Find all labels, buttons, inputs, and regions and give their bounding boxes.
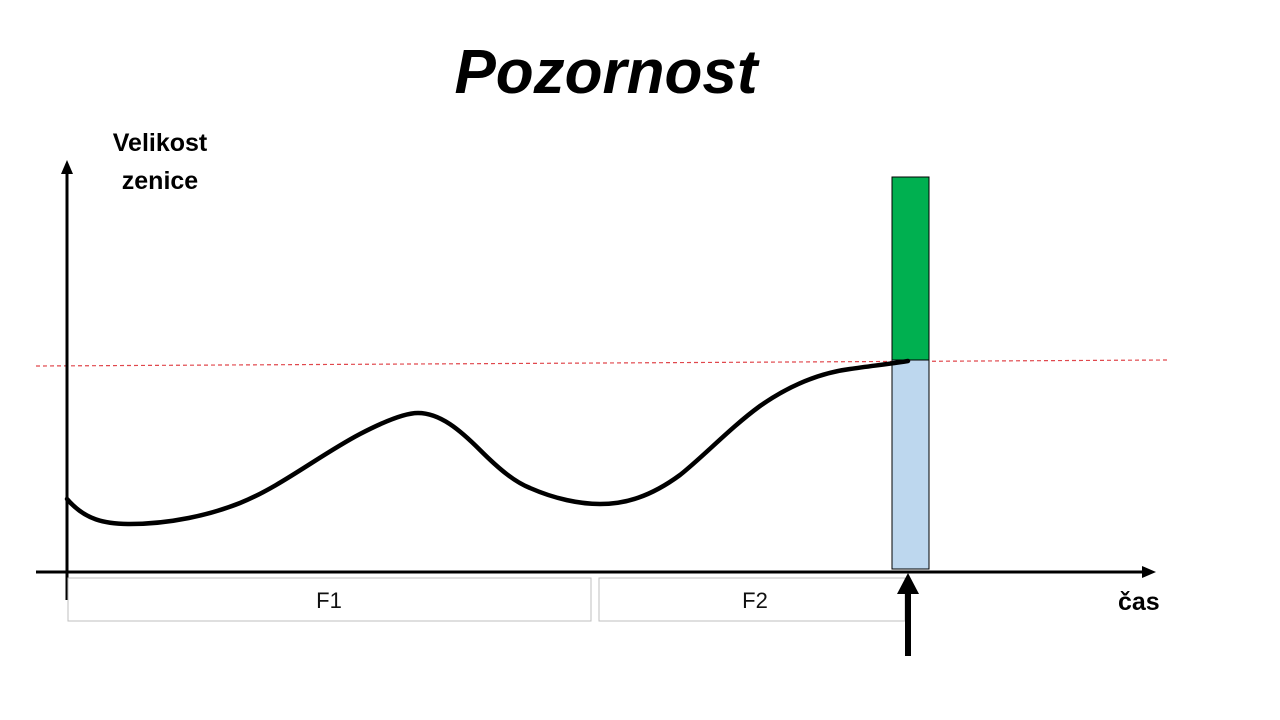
phase-label-f2: F2 (742, 588, 768, 613)
bar-upper-segment (891, 176, 930, 361)
threshold-line (35, 359, 1169, 367)
y-axis-label: Velikost zenice (112, 129, 208, 195)
x-axis-label: čas (1118, 588, 1160, 616)
phase-label-f1: F1 (316, 588, 342, 613)
pupil-size-curve (64, 358, 911, 527)
phase-box-f2: F2 (598, 577, 906, 622)
slide-title: Pozornost (454, 38, 758, 107)
x-axis-arrowhead (1142, 566, 1156, 578)
bar-lower-segment (891, 359, 930, 570)
y-axis-arrowhead (61, 160, 73, 174)
phase-box-f1: F1 (67, 577, 592, 622)
up-arrow-icon (897, 573, 919, 656)
